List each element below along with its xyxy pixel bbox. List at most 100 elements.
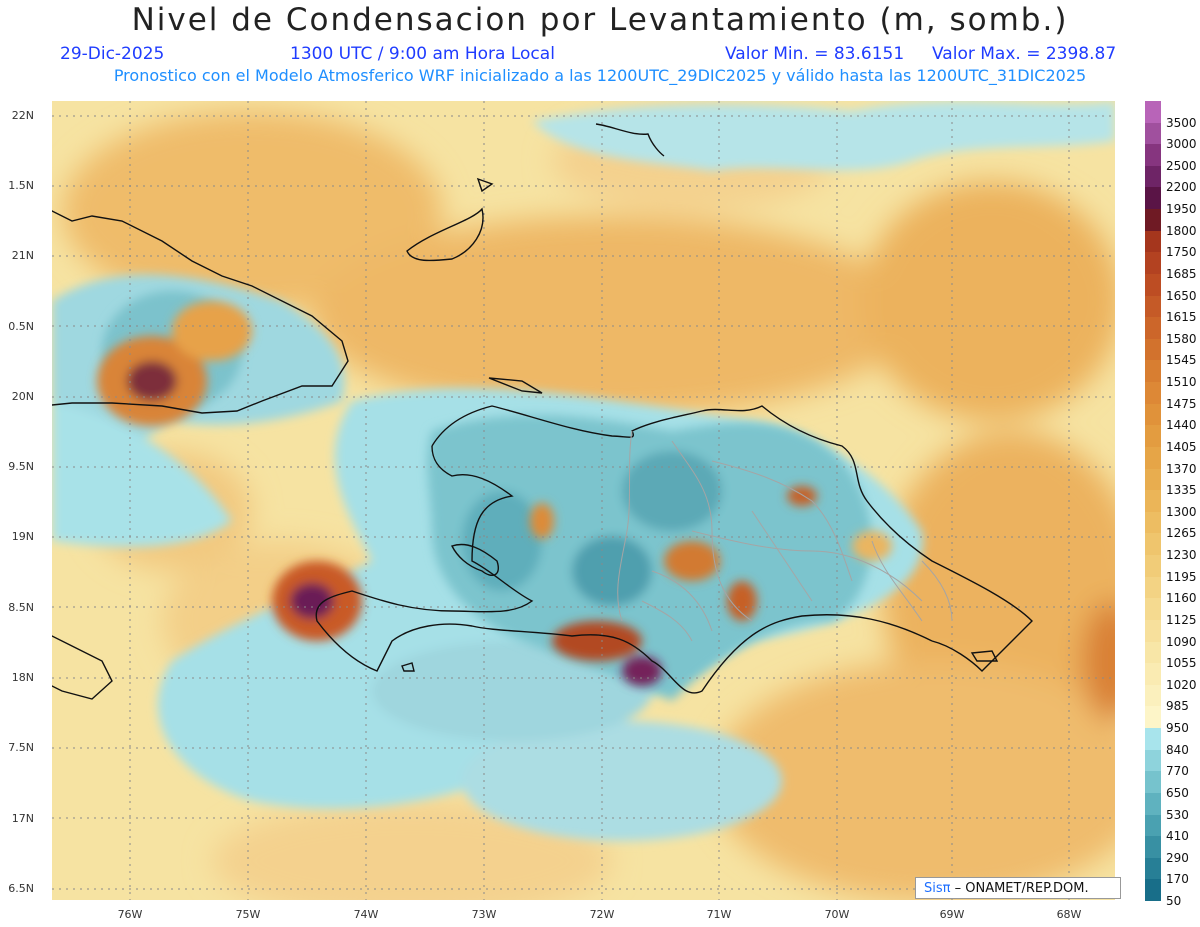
colorbar-label: 1750 [1166, 245, 1197, 260]
colorbar-cell [1145, 533, 1161, 556]
colorbar-label: 1615 [1166, 310, 1197, 325]
colorbar-cell [1145, 836, 1161, 859]
colorbar-cell [1145, 165, 1161, 188]
onamet-logo: Sisπ – ONAMET/REP.DOM. [915, 877, 1121, 899]
forecast-time: 1300 UTC / 9:00 am Hora Local [290, 44, 555, 64]
colorbar-label: 2500 [1166, 158, 1197, 173]
colorbar-cell [1145, 317, 1161, 340]
graticule [52, 101, 1115, 900]
coast-gonave [451, 543, 499, 577]
colorbar-label: 1800 [1166, 223, 1197, 238]
colorbar-cell [1145, 252, 1161, 275]
colorbar-cell [1145, 814, 1161, 837]
sispi-brand: Sisπ [924, 881, 951, 896]
colorbar-cell [1145, 382, 1161, 405]
colorbar-label: 1475 [1166, 396, 1197, 411]
colorbar-label: 1545 [1166, 353, 1197, 368]
colorbar-cell [1145, 446, 1161, 470]
colorbar-cell [1145, 728, 1161, 751]
lat-label: 18N [11, 671, 34, 684]
lon-label: 73W [471, 908, 497, 921]
lat-label: 9.5N [8, 460, 34, 473]
map-panel [52, 101, 1115, 900]
colorbar-label: 50 [1166, 894, 1182, 908]
lon-label: 71W [706, 908, 732, 921]
lat-label: 17N [11, 812, 34, 825]
forecast-info: Pronostico con el Modelo Atmosferico WRF… [113, 66, 1087, 85]
lat-label: 19N [11, 530, 34, 543]
lat-label: 6.5N [8, 882, 34, 895]
colorbar-cell [1145, 598, 1161, 621]
colorbar-label: 1950 [1166, 202, 1197, 217]
colorbar-cell [1145, 360, 1161, 383]
lat-label: 1.5N [8, 179, 34, 192]
lon-label: 74W [353, 908, 379, 921]
colorbar-label: 530 [1166, 807, 1189, 822]
map-title: Nivel de Condensacion por Levantamiento … [131, 2, 1069, 38]
colorbar-label: 170 [1166, 872, 1189, 887]
coast-navassa [401, 662, 415, 672]
colorbar-label: 985 [1166, 699, 1189, 714]
colorbar-cell [1145, 230, 1161, 253]
colorbar-label: 1195 [1166, 569, 1197, 584]
colorbar-cell [1145, 295, 1161, 318]
colorbar-cell [1145, 879, 1161, 902]
colorbar-label: 1020 [1166, 677, 1197, 692]
colorbar-label: 410 [1166, 829, 1189, 844]
colorbar-cell [1145, 663, 1161, 686]
lat-label: 8.5N [8, 601, 34, 614]
colorbar-label: 3500 [1166, 115, 1197, 130]
coast-hispaniola-north [431, 405, 1033, 672]
forecast-date: 29-Dic-2025 [60, 44, 165, 64]
coast-hispaniola-south [315, 445, 933, 694]
coast-caicos [595, 123, 665, 157]
colorbar-label: 1650 [1166, 288, 1197, 303]
colorbar-cell [1145, 619, 1161, 643]
lat-label: 7.5N [8, 741, 34, 754]
colorbar-label: 290 [1166, 850, 1189, 865]
colorbar-label: 1685 [1166, 266, 1197, 281]
colorbar-cell [1145, 490, 1161, 513]
lon-label: 75W [235, 908, 261, 921]
colorbar-cell [1145, 511, 1161, 534]
lat-label: 20N [11, 390, 34, 403]
colorbar-label: 1580 [1166, 331, 1197, 346]
colorbar-cell [1145, 576, 1161, 599]
colorbar-label: 840 [1166, 742, 1189, 757]
colorbar-label: 1510 [1166, 375, 1197, 390]
lat-label: 22N [11, 109, 34, 122]
colorbar-label: 1265 [1166, 526, 1197, 541]
colorbar-cell [1145, 641, 1161, 664]
colorbar-cell [1145, 122, 1161, 145]
lon-label: 68W [1056, 908, 1082, 921]
colorbar-cell [1145, 468, 1161, 491]
max-value: Valor Max. = 2398.87 [932, 44, 1117, 64]
colorbar-label: 1300 [1166, 504, 1197, 519]
coast-tortuga [488, 377, 543, 394]
lon-label: 76W [117, 908, 143, 921]
colorbar-cell [1145, 857, 1161, 880]
colorbar-cell [1145, 101, 1161, 124]
colorbar-cell [1145, 792, 1161, 815]
colorbar-label: 1440 [1166, 418, 1197, 433]
colorbar-label: 1230 [1166, 548, 1197, 563]
colorbar-label: 1125 [1166, 612, 1197, 627]
min-value: Valor Min. = 83.6151 [725, 44, 905, 64]
logo-text: – ONAMET/REP.DOM. [950, 881, 1089, 896]
colorbar-cell [1145, 273, 1161, 297]
colorbar-label: 1090 [1166, 634, 1197, 649]
lon-label: 69W [939, 908, 965, 921]
coast-saona [970, 650, 999, 662]
coastlines [52, 123, 1033, 700]
coast-caicos-2 [476, 177, 494, 193]
colorbar-cell [1145, 425, 1161, 448]
colorbar-cell [1145, 706, 1161, 729]
colorbar-cell [1145, 403, 1161, 426]
colorbar [1145, 101, 1161, 902]
lat-label: 21N [11, 249, 34, 262]
coast-cuba-east [52, 210, 349, 414]
colorbar-cell [1145, 684, 1161, 707]
colorbar-label: 650 [1166, 785, 1189, 800]
colorbar-cell [1145, 338, 1161, 361]
colorbar-cell [1145, 771, 1161, 794]
